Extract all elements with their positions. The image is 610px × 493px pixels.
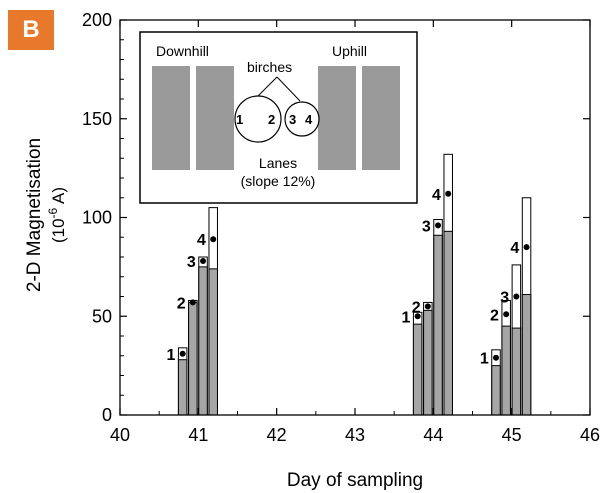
bar-fill [491,365,501,416]
x-tick-label: 43 [345,425,365,445]
tree-circle-right [284,101,320,137]
inset-lanes-label: Lanes [259,155,297,171]
y-tick-label: 150 [82,109,112,129]
bar-label: 4 [510,240,519,257]
bar-label: 1 [480,351,489,368]
inset-slope-label: (slope 12%) [241,173,316,189]
bar-label: 1 [402,309,411,326]
bar-dot [189,299,196,306]
tree-label-3: 3 [289,112,296,127]
lane-strip [196,66,234,170]
pointer-line [276,76,301,102]
bar-fill [501,325,511,416]
bar-dot [424,303,431,310]
bar-label: 3 [500,290,509,307]
bar-dot [179,350,186,357]
x-tick-label: 40 [110,425,130,445]
bar-label: 4 [197,232,206,249]
lane-strip [152,66,190,170]
x-tick-label: 46 [580,425,600,445]
bar-dot [200,257,207,264]
bar-fill [511,327,522,416]
x-tick-label: 44 [423,425,443,445]
tree-label-4: 4 [305,112,313,127]
bar-dot [523,244,530,251]
tree-label-2: 2 [268,112,275,127]
bar-fill [443,230,453,416]
bar-dot [493,354,499,361]
y-axis-title-unit: (10-6 A) [46,187,68,243]
bar-label: 2 [412,299,421,316]
bar-dot [513,293,520,300]
y-tick-label: 200 [82,10,112,30]
bar-fill [198,266,208,416]
bar-dot [414,313,421,320]
x-tick-label: 41 [188,425,208,445]
bar-fill [412,323,423,416]
x-axis-title: Day of sampling [287,470,423,491]
bar-fill [188,301,198,416]
tree-label-1: 1 [236,112,243,127]
bar-fill [433,234,443,416]
inset-schematic: Downhill Uphill birches 1 2 3 4 Lanes (s… [139,31,418,204]
lane-strip [318,66,356,170]
bar-dot [210,236,217,243]
y-tick-label: 0 [102,405,112,425]
inset-birches-label: birches [247,59,292,75]
bar-label: 3 [187,254,196,271]
bar-dot [435,222,442,229]
bar-label: 2 [490,307,499,324]
y-axis-title-main: 2-D Magnetisation [24,138,45,292]
lane-left [152,66,234,170]
tree-circle-left [234,95,282,143]
inset-uphill-label: Uphill [332,43,367,59]
inset-downhill-label: Downhill [156,43,209,59]
bar-label: 4 [432,187,441,204]
y-axis-title: 2-D Magnetisation (10-6 A) [24,138,68,292]
panel-badge: B [8,10,54,50]
y-tick-label: 100 [82,208,112,228]
lane-right [318,66,400,170]
x-tick-label: 42 [267,425,287,445]
bar-dot [445,190,452,197]
lane-strip [362,66,400,170]
bar-label: 3 [422,218,431,235]
bar-fill [177,359,188,416]
bar-label: 1 [167,347,176,364]
bar-dot [503,311,510,318]
bar-label: 2 [177,295,186,312]
bar-fill [208,268,218,416]
bar-fill [521,294,532,416]
x-tick-label: 45 [502,425,522,445]
bar-fill [423,309,433,416]
y-tick-label: 50 [92,306,112,326]
pointer-line [257,76,278,97]
